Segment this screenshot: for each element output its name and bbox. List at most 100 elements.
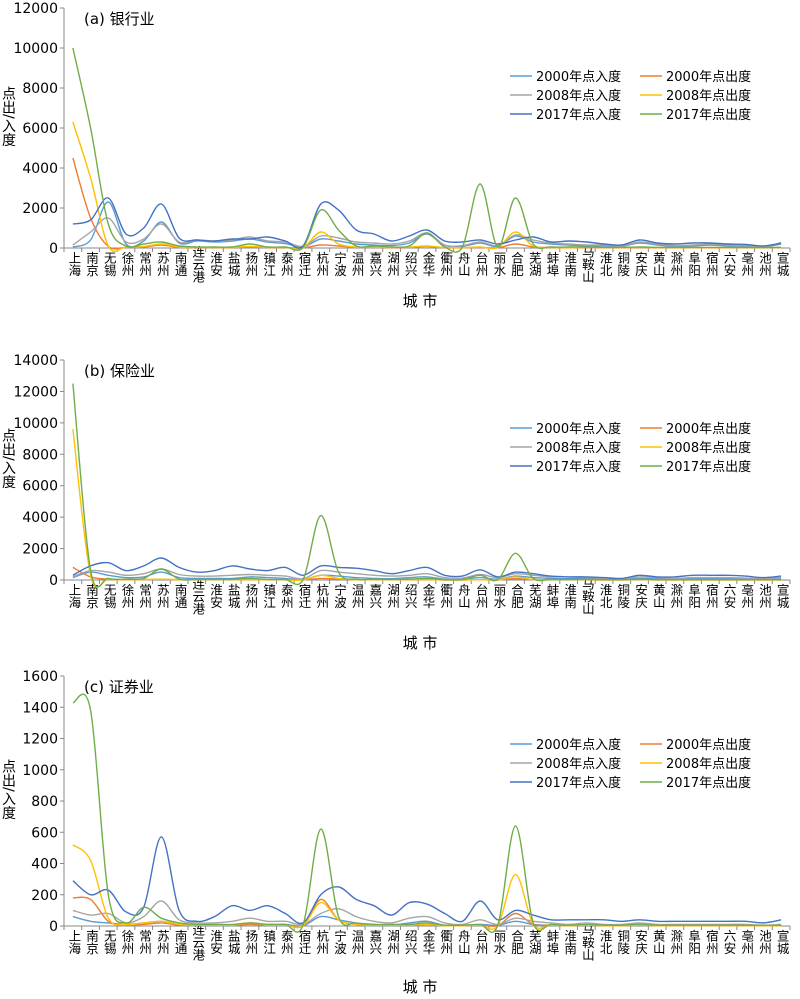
series-line: [72, 693, 782, 933]
x-tick-label: 连云港: [190, 576, 205, 615]
x-tick-label: 温州: [350, 252, 365, 277]
x-tick-label: 铜陵: [615, 929, 630, 955]
x-tick-label: 嘉兴: [367, 930, 382, 955]
x-tick-label: 滁州: [668, 251, 683, 277]
x-tick-label: 泰州: [279, 252, 294, 277]
x-tick-label: 宿州: [704, 929, 719, 955]
x-tick-label: 马鞍山: [580, 577, 595, 615]
y-tick-label: 12000: [13, 1, 58, 17]
x-tick-label: 宁波: [332, 929, 347, 956]
x-tick-label: 阜阳: [686, 929, 701, 955]
legend-item: 2008年点入度: [510, 440, 621, 456]
x-tick-label: 南京: [84, 583, 99, 610]
y-tick-label: 10000: [13, 41, 58, 57]
legend-item: 2000年点入度: [510, 737, 621, 753]
y-tick-label: 1600: [22, 669, 58, 685]
legend-label: 2008年点入度: [536, 88, 621, 104]
x-tick-label: 常州: [137, 930, 152, 955]
legend-item: 2000年点出度: [640, 421, 751, 437]
y-tick-label: 1000: [22, 763, 58, 779]
x-tick-label: 芜湖: [527, 252, 542, 277]
x-tick-label: 安庆: [633, 929, 648, 955]
x-tick-label: 扬州: [243, 929, 258, 955]
legend-label: 2017年点入度: [536, 459, 621, 475]
x-tick-label: 无锡: [102, 584, 117, 610]
legend-label: 2008年点出度: [666, 440, 751, 456]
x-tick-label: 丽水: [491, 584, 506, 609]
legend-item: 2000年点入度: [510, 69, 621, 85]
x-tick-label: 南京: [84, 929, 99, 956]
x-tick-label: 宿迁: [297, 929, 312, 955]
legend-label: 2000年点入度: [536, 737, 621, 753]
x-tick-label: 徐州: [119, 583, 134, 609]
x-tick-label: 芜湖: [527, 584, 542, 609]
y-tick-label: 200: [31, 888, 58, 904]
x-tick-label: 金华: [421, 929, 436, 955]
y-tick-label: 2000: [22, 201, 58, 217]
x-tick-label: 苏州: [155, 929, 170, 955]
x-tick-label: 淮安: [208, 584, 223, 609]
x-tick-label: 亳州: [739, 929, 754, 955]
legend-item: 2017年点出度: [640, 775, 751, 791]
x-tick-label: 亳州: [739, 251, 754, 277]
x-tick-label: 丽水: [491, 252, 506, 277]
x-tick-label: 六安: [722, 584, 737, 609]
y-tick-label: 6000: [22, 121, 58, 137]
x-tick-label: 上海: [66, 584, 81, 609]
x-tick-label: 徐州: [119, 929, 134, 955]
x-tick-label: 嘉兴: [367, 252, 382, 277]
panel-title: (a) 银行业: [84, 10, 155, 28]
x-tick-label: 台州: [474, 583, 489, 609]
x-tick-label: 镇江: [261, 252, 276, 277]
x-tick-label: 淮南: [562, 930, 577, 955]
x-tick-label: 南通: [173, 251, 188, 277]
x-tick-label: 金华: [421, 251, 436, 277]
legend-label: 2008年点入度: [536, 756, 621, 772]
x-tick-label: 黄山: [651, 252, 666, 277]
x-tick-label: 蚌埠: [544, 252, 559, 278]
x-tick-label: 宁波: [332, 583, 347, 610]
legend-item: 2000年点出度: [640, 737, 751, 753]
y-tick-label: 6000: [22, 479, 58, 495]
legend-item: 2000年点出度: [640, 69, 751, 85]
x-tick-label: 淮南: [562, 584, 577, 609]
legend-label: 2017年点出度: [666, 107, 751, 123]
series-line: [72, 47, 782, 253]
y-tick-label: 0: [49, 919, 58, 935]
legend-label: 2017年点出度: [666, 775, 751, 791]
panel-title: (c) 证券业: [84, 678, 154, 696]
x-tick-label: 湖州: [385, 929, 400, 955]
y-tick-label: 0: [49, 241, 58, 257]
panel-title: (b) 保险业: [84, 362, 155, 380]
x-tick-label: 宿州: [704, 251, 719, 277]
x-tick-label: 宿州: [704, 583, 719, 609]
y-tick-label: 1200: [22, 732, 58, 748]
x-tick-label: 宣城: [775, 929, 790, 956]
y-axis-title: 点出/入度: [0, 428, 16, 489]
series-line: [72, 557, 782, 580]
x-tick-label: 苏州: [155, 583, 170, 609]
x-tick-label: 安庆: [633, 583, 648, 609]
chart-panel: 0 2000 4000 6000 8000 10000 12000 上海 南京 无锡 徐州 常州 苏州南…: [0, 1, 791, 310]
y-tick-label: 4000: [22, 161, 58, 177]
y-tick-label: 14000: [13, 353, 58, 369]
x-tick-label: 嘉兴: [367, 584, 382, 609]
x-tick-label: 黄山: [651, 930, 666, 955]
series-line: [72, 571, 782, 581]
x-tick-label: 绍兴: [403, 584, 418, 609]
y-tick-label: 0: [49, 573, 58, 589]
legend-item: 2008年点出度: [640, 440, 751, 456]
series-line: [72, 900, 782, 926]
x-tick-label: 南通: [173, 583, 188, 609]
legend-label: 2017年点入度: [536, 107, 621, 123]
x-tick-label: 池州: [757, 930, 772, 955]
x-tick-label: 泰州: [279, 584, 294, 609]
x-tick-label: 马鞍山: [580, 245, 595, 283]
y-tick-label: 10000: [13, 416, 58, 432]
x-tick-label: 苏州: [155, 251, 170, 277]
x-tick-label: 盐城: [226, 252, 241, 278]
x-tick-label: 湖州: [385, 583, 400, 609]
x-tick-label: 连云港: [190, 244, 205, 283]
y-tick-label: 4000: [22, 510, 58, 526]
legend-item: 2008年点入度: [510, 88, 621, 104]
